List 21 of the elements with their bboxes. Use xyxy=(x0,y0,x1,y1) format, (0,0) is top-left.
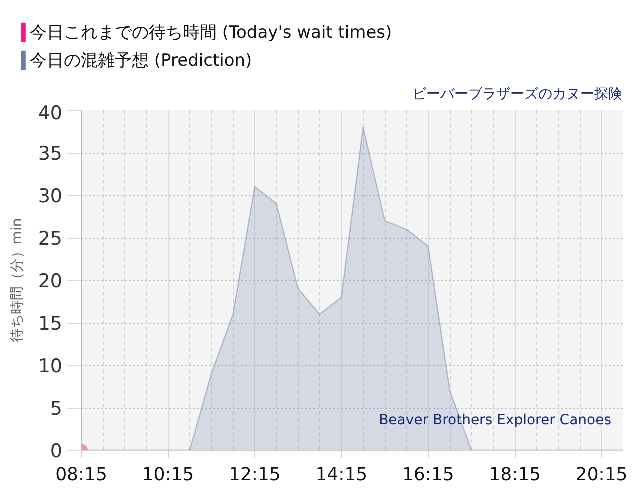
y-tick-label: 15 xyxy=(38,313,63,335)
x-tick-label: 20:15 xyxy=(576,464,628,486)
legend-label: 今日これまでの待ち時間 (Today's wait times) xyxy=(30,22,392,44)
y-tick-label: 40 xyxy=(38,102,63,124)
x-tick-label: 08:15 xyxy=(56,464,108,486)
y-tick-label: 0 xyxy=(50,440,63,462)
x-tick-label: 16:15 xyxy=(402,464,454,486)
y-tick-label: 25 xyxy=(38,228,63,250)
annotation: Beaver Brothers Explorer Canoes xyxy=(379,412,612,428)
y-axis-title: 待ち時間（分）min xyxy=(9,218,26,343)
x-tick-label: 18:15 xyxy=(489,464,542,486)
y-tick-label: 10 xyxy=(38,356,63,378)
x-tick-label: 14:15 xyxy=(316,464,368,486)
y-tick-label: 35 xyxy=(38,143,63,165)
y-tick-label: 20 xyxy=(38,270,63,292)
y-tick-label: 5 xyxy=(50,398,63,420)
legend-label: 今日の混雑予想 (Prediction) xyxy=(30,50,252,72)
x-tick-label: 12:15 xyxy=(229,464,281,486)
y-tick-label: 30 xyxy=(38,186,63,208)
chart-title: ビーバーブラザーズのカヌー探険 xyxy=(412,86,622,102)
x-tick-label: 10:15 xyxy=(142,464,194,486)
